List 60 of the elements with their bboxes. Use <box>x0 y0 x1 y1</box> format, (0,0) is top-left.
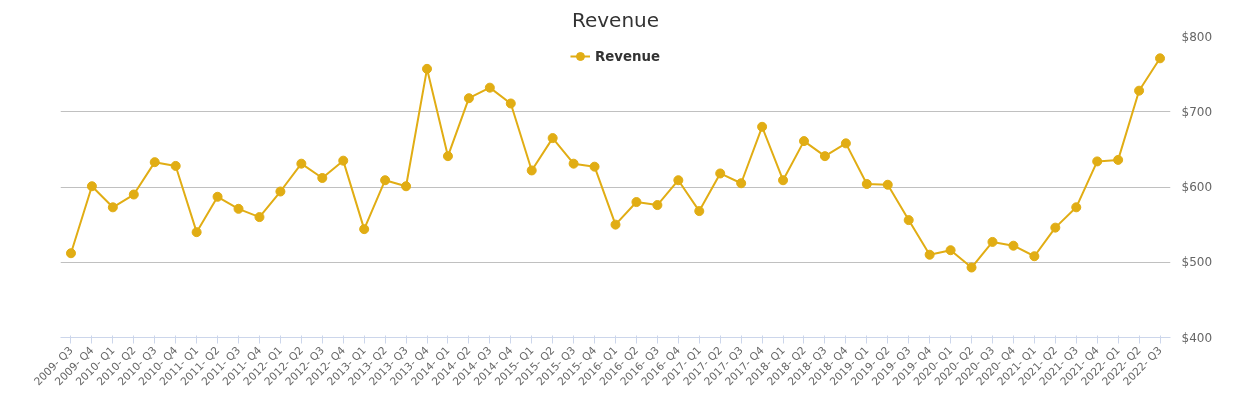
y-tick-label: $500 <box>1181 255 1213 270</box>
y-tick-label: $700 <box>1181 104 1213 119</box>
point <box>1050 222 1061 233</box>
point <box>359 224 370 235</box>
point <box>422 63 433 74</box>
point <box>149 157 160 168</box>
point <box>547 133 558 144</box>
point <box>317 172 328 183</box>
point <box>631 197 642 208</box>
point <box>903 215 914 226</box>
point <box>191 227 202 238</box>
point <box>1029 251 1040 262</box>
point <box>673 175 684 186</box>
point <box>65 248 76 259</box>
point <box>819 151 830 162</box>
point <box>757 121 768 132</box>
point <box>212 191 223 202</box>
y-tick-label: $600 <box>1181 180 1213 194</box>
point <box>463 93 474 104</box>
point <box>736 178 747 189</box>
point <box>1008 240 1019 251</box>
point <box>568 158 579 169</box>
point <box>778 175 789 186</box>
y-tick-label: $800 <box>1181 29 1213 44</box>
point <box>987 236 998 247</box>
y-tick-label: $400 <box>1181 330 1213 345</box>
point <box>1071 202 1082 213</box>
point <box>861 179 872 189</box>
point <box>924 249 935 260</box>
point <box>275 186 286 197</box>
point <box>694 206 705 217</box>
point <box>610 219 621 230</box>
point <box>380 175 391 186</box>
point <box>715 168 726 179</box>
point <box>945 245 956 256</box>
point <box>966 262 977 273</box>
chart-title: Revenue <box>571 7 660 32</box>
point <box>1092 156 1103 167</box>
point <box>1134 85 1145 96</box>
point <box>840 138 851 149</box>
point <box>233 203 244 214</box>
point <box>254 212 265 223</box>
point <box>86 181 97 192</box>
point <box>652 200 663 211</box>
point <box>484 82 495 93</box>
point <box>882 179 893 190</box>
legend-label: Revenue <box>594 48 661 64</box>
point <box>128 189 139 200</box>
point <box>338 155 349 166</box>
point <box>505 98 516 109</box>
point <box>1113 154 1124 165</box>
point <box>442 151 453 162</box>
point <box>296 158 307 169</box>
point <box>798 136 809 147</box>
point <box>401 181 412 192</box>
point <box>1155 53 1166 64</box>
point <box>170 160 181 171</box>
point <box>107 202 118 213</box>
point <box>526 165 537 176</box>
point <box>589 161 600 172</box>
